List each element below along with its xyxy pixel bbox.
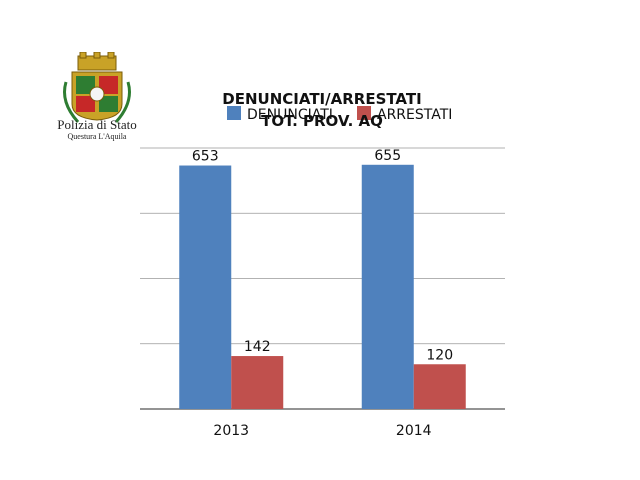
x-tick-2013: 2013 — [213, 423, 249, 439]
polizia-crest-logo — [63, 52, 131, 124]
chart-bars — [179, 164, 466, 409]
data-label-denunciati-2014: 655 — [374, 148, 401, 164]
legend-swatch-denunciati — [227, 106, 241, 120]
x-tick-2014: 2014 — [396, 423, 432, 439]
bar-denunciati-2013 — [179, 165, 232, 409]
bar-arrestati-2013 — [231, 356, 284, 409]
legend-label-arrestati: ARRESTATI — [377, 107, 452, 123]
data-label-arrestati-2013: 142 — [244, 339, 271, 355]
chart-title: DENUNCIATI/ARRESTATI — [222, 90, 421, 108]
chart-subtitle: TOT. PROV. AQ — [261, 112, 383, 130]
bar-denunciati-2014 — [361, 164, 414, 409]
legend-label-denunciati: DENUNCIATI — [247, 107, 333, 123]
data-label-denunciati-2013: 653 — [192, 149, 219, 165]
logo-caption-sub: Questura L'Aquila — [67, 132, 127, 141]
chart-x-ticks: 2013 2014 — [213, 423, 431, 439]
logo-caption-main: Polizia di Stato — [57, 117, 137, 132]
legend-swatch-arrestati — [357, 106, 371, 120]
chart-data-labels: 653 142 655 120 — [192, 148, 453, 363]
data-label-arrestati-2014: 120 — [426, 347, 453, 363]
bar-arrestati-2014 — [413, 364, 466, 409]
